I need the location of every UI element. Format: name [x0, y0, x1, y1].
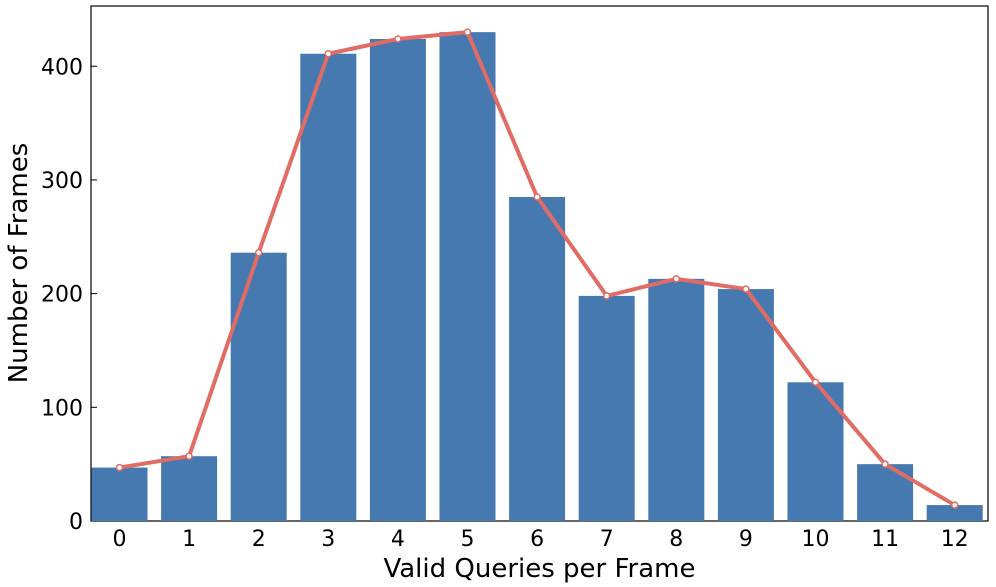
line-marker: [602, 292, 611, 300]
line-marker: [115, 463, 124, 472]
bar: [369, 38, 426, 522]
y-tick-label: 100: [41, 396, 83, 421]
x-tick-label: 0: [113, 527, 127, 552]
line-marker: [254, 248, 263, 257]
x-tick-label: 7: [600, 527, 614, 552]
x-tick-label: 10: [802, 527, 830, 552]
line-marker: [811, 378, 820, 387]
x-tick-label: 9: [739, 527, 753, 552]
line-marker: [881, 460, 889, 468]
bar: [230, 252, 287, 522]
bar: [857, 464, 914, 521]
x-axis-label: Valid Queries per Frame: [383, 554, 695, 584]
x-tick-label: 11: [871, 527, 899, 552]
line-marker: [324, 49, 333, 58]
x-tick-label: 2: [252, 527, 266, 552]
x-tick-label: 12: [941, 527, 969, 552]
x-tick-label: 5: [461, 527, 475, 552]
line-marker: [672, 275, 681, 283]
bar: [648, 278, 705, 521]
bar: [578, 295, 635, 521]
y-tick-label: 0: [69, 510, 83, 535]
bar: [926, 505, 983, 521]
x-tick-label: 8: [669, 527, 683, 552]
line-marker: [533, 193, 541, 201]
bar: [439, 32, 496, 522]
y-tick-label: 400: [41, 55, 83, 80]
y-axis-label: Number of Frames: [4, 143, 34, 384]
y-tick-label: 300: [41, 169, 83, 194]
line-marker: [742, 285, 750, 293]
line-marker: [950, 501, 959, 509]
y-tick-label: 200: [41, 283, 83, 308]
x-tick-label: 3: [321, 527, 335, 552]
bar: [300, 53, 357, 521]
x-tick-label: 6: [530, 527, 544, 552]
line-marker: [185, 452, 193, 460]
bar: [509, 196, 566, 521]
bar: [717, 289, 774, 521]
bar: [161, 456, 218, 521]
x-tick-label: 4: [391, 527, 405, 552]
x-tick-label: 1: [182, 527, 196, 552]
line-marker: [463, 28, 472, 36]
line-marker: [394, 35, 402, 43]
bar: [91, 467, 148, 521]
